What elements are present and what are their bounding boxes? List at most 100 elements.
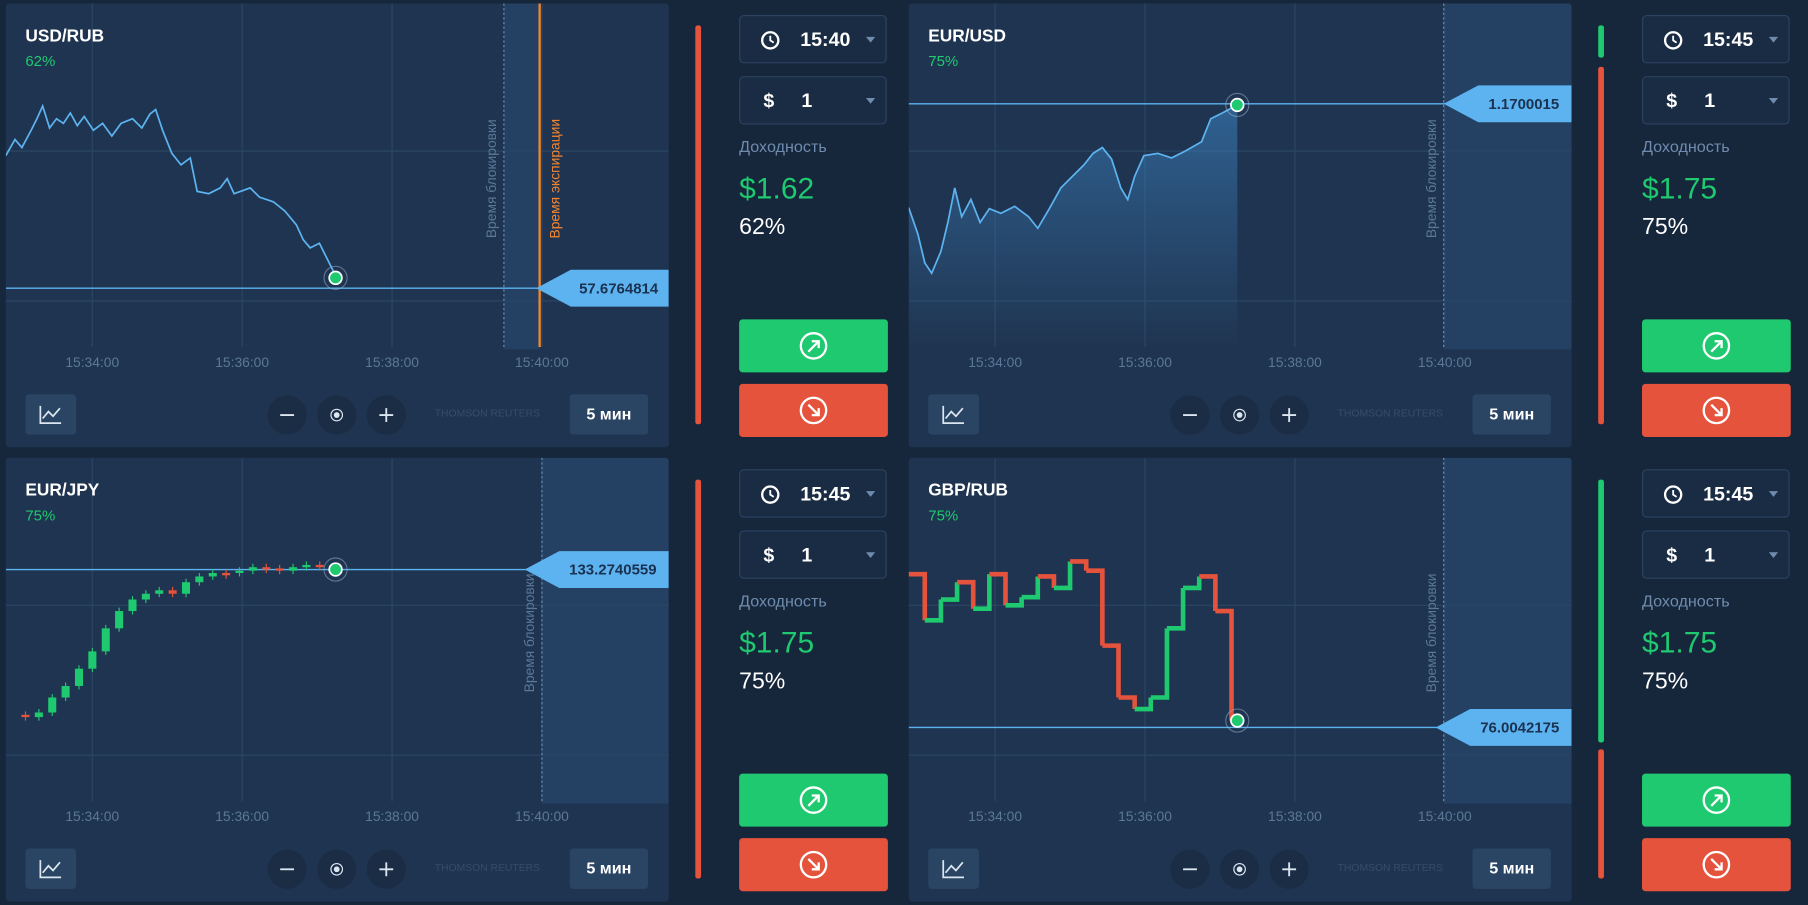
put-button[interactable] — [1642, 838, 1791, 892]
time-label: 15:40:00 — [515, 808, 569, 824]
time-label: 15:38:00 — [1268, 354, 1322, 370]
lock-label: Время блокировки — [1423, 573, 1439, 692]
candle — [155, 590, 164, 594]
zoom-icon — [333, 866, 340, 873]
shade — [541, 457, 669, 804]
candle — [141, 593, 150, 600]
time-label: 15:36:00 — [1118, 808, 1172, 824]
time-label: 15:38:00 — [365, 354, 419, 370]
step — [1053, 561, 1073, 591]
step — [1150, 628, 1170, 700]
time-label: 15:40:00 — [1418, 354, 1472, 370]
step — [1086, 568, 1105, 646]
pair-name: GBP/RUB — [928, 480, 1008, 500]
expiry-time: 15:45 — [800, 483, 851, 505]
price-tag — [1443, 85, 1572, 123]
time-label: 15:34:00 — [968, 354, 1022, 370]
step — [1102, 643, 1121, 698]
step — [1005, 597, 1024, 608]
payout-percent: 75% — [739, 668, 786, 695]
call-button[interactable] — [739, 319, 888, 373]
step — [924, 599, 944, 623]
step — [1183, 576, 1202, 591]
amount-dropdown[interactable]: $1 — [739, 530, 887, 579]
pair-percent: 75% — [25, 507, 55, 524]
period-button — [1472, 394, 1551, 435]
amount: 1 — [1704, 544, 1716, 567]
pair-name: EUR/USD — [928, 25, 1006, 45]
step — [989, 571, 1008, 606]
price-label: 57.6764814 — [579, 280, 659, 297]
zoom-icon — [330, 408, 344, 422]
dot-ring — [1225, 708, 1250, 733]
call-button[interactable] — [1642, 773, 1791, 827]
chart-type-icon — [39, 860, 62, 879]
candle — [115, 611, 124, 629]
watermark: THOMSON REUTERS — [435, 409, 540, 420]
yield-label: Доходность — [1642, 591, 1730, 610]
step — [908, 571, 928, 621]
chart-panel: 15:34:00 15:36:00 15:38:00 15:40:00 Время бл… — [908, 3, 1572, 448]
chart-canvas: 15:34:00 15:36:00 15:38:00 15:40:00 Время бл… — [5, 457, 669, 889]
pair-percent: 75% — [928, 507, 958, 524]
zoom-icon — [1282, 862, 1297, 877]
step — [1166, 587, 1186, 631]
progress-bar — [1598, 479, 1604, 743]
chart-type-icon — [942, 405, 964, 424]
expiry-dropdown[interactable]: 15:40 — [739, 14, 887, 64]
yield-label: Доходность — [1642, 137, 1730, 156]
payout: $1.62 — [739, 170, 815, 206]
payout-percent: 75% — [1642, 214, 1689, 240]
price-label: 133.2740559 — [569, 562, 656, 579]
watermark: THOMSON REUTERS — [1338, 409, 1443, 420]
progress-bar — [695, 25, 702, 425]
amount-dropdown[interactable]: $1 — [739, 76, 887, 125]
currency: $ — [1666, 544, 1678, 567]
dot-ring — [323, 265, 348, 290]
time-label: 15:36:00 — [215, 808, 269, 824]
candle — [74, 668, 84, 686]
price-tag — [1435, 709, 1572, 746]
expiry-dropdown[interactable]: 15:45 — [739, 469, 887, 518]
candle — [262, 567, 271, 570]
candle — [302, 564, 311, 568]
chart-type-icon — [942, 860, 964, 879]
period-label: 5 мин — [586, 405, 631, 423]
amount-dropdown[interactable]: $1 — [1642, 530, 1790, 579]
amount-dropdown[interactable]: $1 — [1642, 76, 1790, 125]
put-button[interactable] — [739, 383, 888, 437]
payout: $1.75 — [1642, 624, 1718, 660]
pair-percent: 75% — [928, 53, 958, 70]
dot — [1230, 713, 1245, 728]
zoom-icon — [1236, 866, 1243, 873]
watermark: THOMSON REUTERS — [1338, 863, 1443, 874]
expiry-dropdown[interactable]: 15:45 — [1642, 469, 1790, 518]
shade — [1443, 457, 1572, 804]
period-label: 5 мин — [1489, 405, 1534, 423]
price-tag — [536, 269, 669, 307]
candle — [21, 714, 30, 718]
zoom-icon — [1233, 408, 1246, 422]
step — [1215, 608, 1234, 721]
chart-panel: 15:34:00 15:36:00 15:38:00 15:40:00 Время бл… — [5, 457, 669, 902]
zoom-icon — [330, 862, 344, 876]
expiry-label: Время экспирации — [546, 119, 562, 239]
time-label: 15:40:00 — [1418, 808, 1472, 824]
price-label: 76.0042175 — [1480, 720, 1559, 737]
expiry-dropdown[interactable]: 15:45 — [1642, 14, 1790, 64]
time-label: 15:40:00 — [515, 354, 569, 370]
candle — [34, 712, 43, 718]
call-button[interactable] — [1642, 319, 1791, 373]
call-button[interactable] — [739, 773, 888, 827]
dot — [328, 270, 343, 286]
candle — [235, 570, 244, 573]
payout-percent: 62% — [739, 214, 786, 240]
shade — [1443, 3, 1572, 350]
price-curve — [5, 103, 337, 276]
pair-name: EUR/JPY — [25, 480, 99, 500]
put-button[interactable] — [1642, 383, 1791, 437]
period-button — [1472, 848, 1551, 889]
put-button[interactable] — [739, 838, 888, 892]
step — [1021, 576, 1041, 600]
time-label: 15:34:00 — [968, 808, 1022, 824]
